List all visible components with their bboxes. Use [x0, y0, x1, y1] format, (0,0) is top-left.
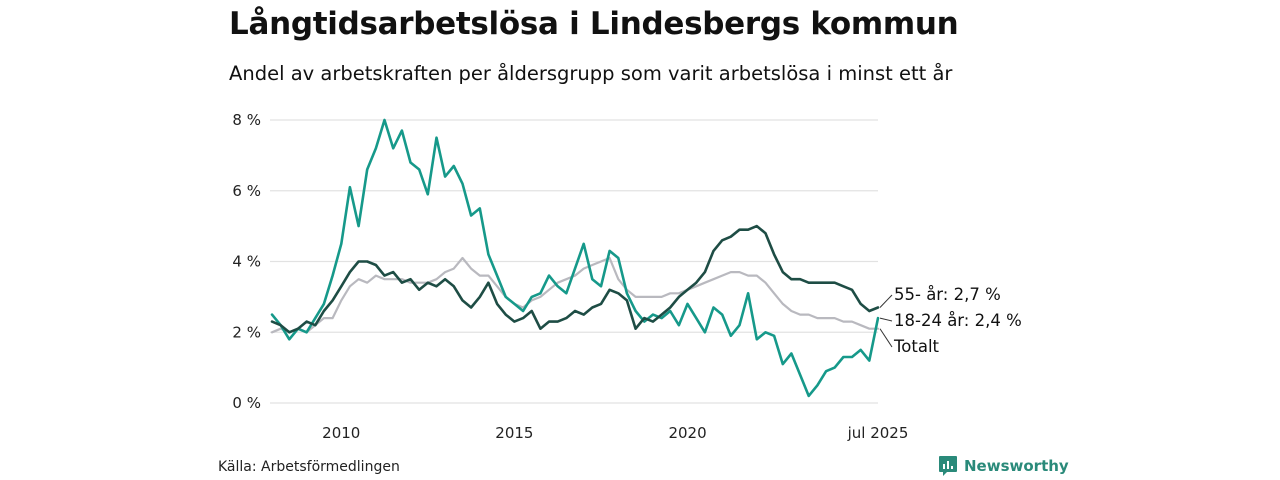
y-tick-label: 6 %	[232, 182, 261, 200]
series-end-label: 55- år: 2,7 %	[894, 285, 1001, 304]
y-tick-label: 4 %	[232, 253, 261, 271]
chart-title: Långtidsarbetslösa i Lindesbergs kommun	[229, 6, 959, 42]
brand-logo: Newsworthy	[938, 455, 1069, 477]
newsworthy-icon	[939, 456, 957, 476]
series-line-0	[270, 224, 880, 334]
series-line-1	[270, 118, 880, 398]
brand-name: Newsworthy	[964, 457, 1069, 475]
y-axis-tick-labels: 0 % 2 % 4 % 6 % 8 %	[232, 111, 261, 412]
leader-line	[879, 294, 893, 308]
series-end-label: Totalt	[893, 337, 940, 356]
grid-lines	[270, 119, 878, 404]
y-tick-label: 8 %	[232, 111, 261, 129]
x-axis-tick-labels: 2010 2015 2020 jul 2025	[322, 424, 908, 442]
series-end-label: 18-24 år: 2,4 %	[894, 311, 1022, 330]
source-note: Källa: Arbetsförmedlingen	[218, 459, 400, 475]
x-tick-label: 2015	[495, 424, 533, 442]
x-tick-label: 2010	[322, 424, 360, 442]
x-tick-label: 2020	[668, 424, 706, 442]
y-tick-label: 0 %	[232, 394, 261, 412]
leader-line	[879, 328, 893, 348]
leader-line	[879, 317, 893, 322]
series-line-2	[270, 256, 880, 334]
chart-subtitle: Andel av arbetskraften per åldersgrupp s…	[229, 62, 953, 85]
series-lines	[270, 118, 880, 398]
y-tick-label: 2 %	[232, 323, 261, 341]
x-tick-label: jul 2025	[847, 424, 909, 442]
end-labels: 55- år: 2,7 % 18-24 år: 2,4 % Totalt	[879, 285, 1022, 356]
